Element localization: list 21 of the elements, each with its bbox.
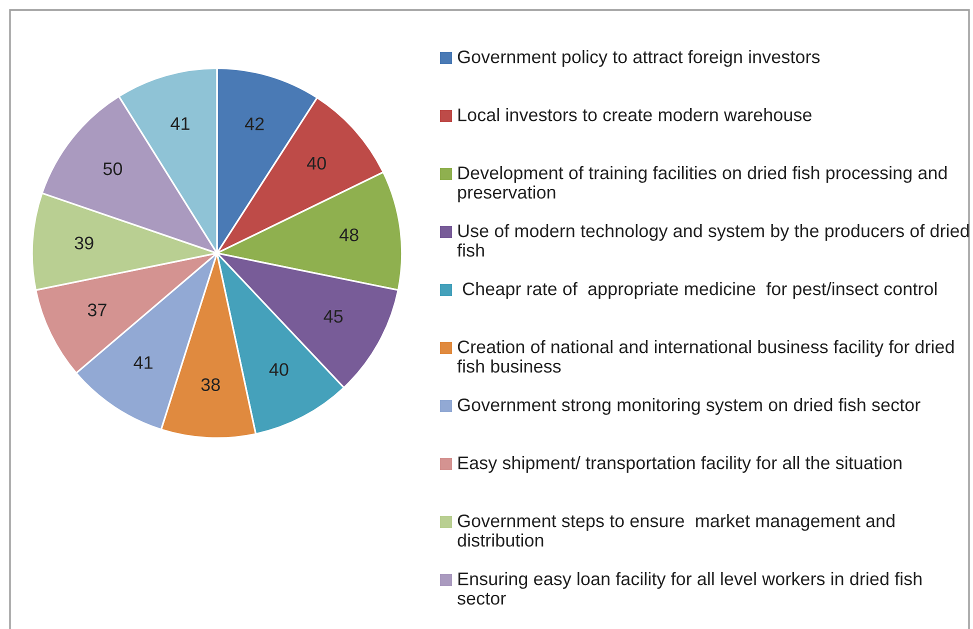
legend-label: Government policy to attract foreign investors [458, 50, 820, 67]
data-label: 40 [306, 156, 326, 170]
legend-label: Ensuring easy loan facility for all level workers in dried fish sector [458, 572, 922, 605]
legend-label: Government strong monitoring system on dried fish sector [458, 398, 920, 415]
data-label: 40 [269, 363, 288, 376]
data-label: 39 [74, 236, 94, 250]
data-label: 48 [339, 228, 358, 242]
data-label: 37 [88, 304, 106, 316]
data-label: 45 [324, 310, 343, 323]
legend-label: Local investors to create modern warehouse [458, 108, 812, 122]
legend-label: Creation of national and international business facility for dried fish business [457, 340, 954, 373]
legend-label: Development of training facilities on dried fish processing and preservation [458, 166, 947, 202]
data-label: 50 [103, 162, 122, 176]
legend-label: Government steps to ensure market management and distribution [458, 514, 894, 547]
legend-label: Use of modern technology and system by the producers of dried fish [457, 224, 969, 257]
legend-label: Easy shipment/ transportation facility for all the situation [458, 456, 902, 473]
data-label: 41 [134, 356, 152, 369]
data-label: 42 [244, 117, 264, 130]
legend-label: Cheapr rate of appropriate medicine for pest/insect control [462, 282, 937, 299]
data-label: 41 [170, 117, 190, 130]
data-label: 38 [201, 378, 220, 392]
